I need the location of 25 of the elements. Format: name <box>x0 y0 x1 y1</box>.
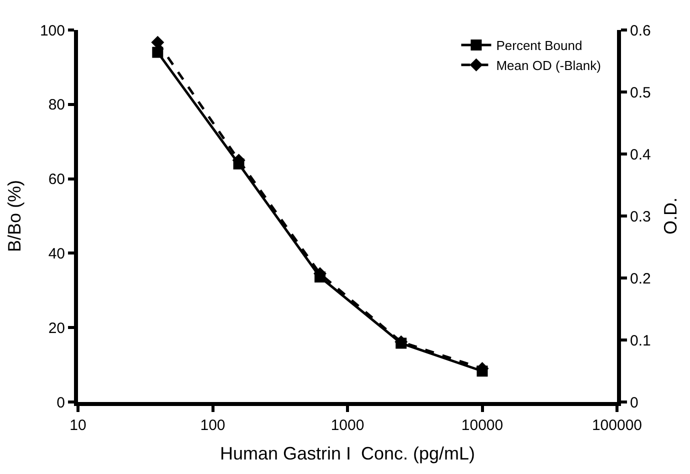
y2-tick-label: 0.3 <box>630 208 651 226</box>
x-tick-label: 100 <box>200 417 226 434</box>
x-tick-label: 100000 <box>592 417 642 434</box>
x-tick-label: 10 <box>70 417 86 434</box>
x-axis-title: Human Gastrin I Conc. (pg/mL) <box>220 444 476 464</box>
point <box>151 36 164 49</box>
y-tick-label: 20 <box>48 320 65 337</box>
x-tick-label: 10000 <box>461 417 504 434</box>
y-tick-label: 100 <box>40 22 65 40</box>
y2-tick-label: 0.4 <box>630 146 651 164</box>
y2-tick-label: 0 <box>630 394 638 412</box>
point <box>152 46 164 58</box>
y2-tick-label: 0.5 <box>630 84 651 102</box>
legend-label: Mean OD (-Blank) <box>496 58 601 73</box>
x-tick-label: 1000 <box>330 417 364 434</box>
y-tick-label: 80 <box>48 96 65 114</box>
y2-tick-label: 0.1 <box>630 332 651 350</box>
y-tick-label: 0 <box>56 394 65 412</box>
y-axis-title: B/Bo (%) <box>4 180 25 252</box>
y2-axis-title: O.D. <box>660 197 680 235</box>
y-tick-label: 40 <box>48 245 65 262</box>
legend-label: Percent Bound <box>496 38 582 54</box>
y2-tick-label: 0.2 <box>630 270 651 288</box>
y2-tick-label: 0.6 <box>630 22 651 40</box>
y-tick-label: 60 <box>48 171 65 188</box>
